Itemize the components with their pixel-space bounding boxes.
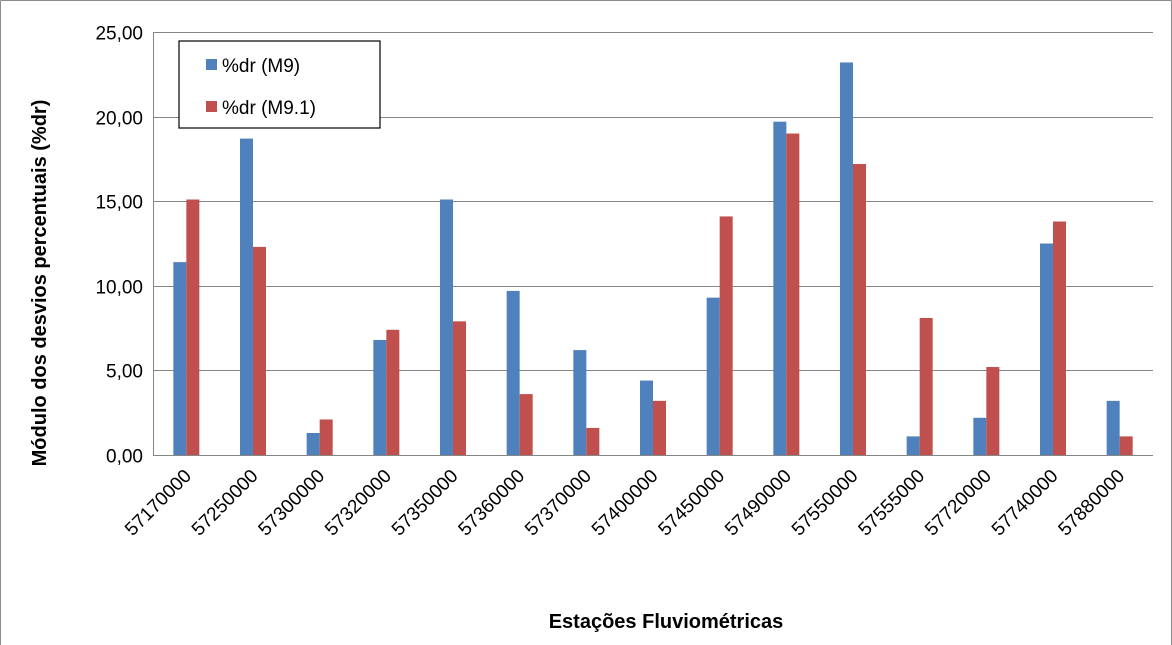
x-tick-label: 57370000 [521, 466, 596, 541]
y-tick-label: 10,00 [95, 278, 143, 299]
bar-m9-1-57400000 [653, 400, 666, 455]
x-tick-label: 57550000 [788, 466, 863, 541]
bar-m9-1-57320000 [386, 329, 400, 455]
bar-m9-57370000 [573, 350, 587, 455]
x-tick-label: 57555000 [855, 466, 930, 541]
bar-m9-1-57450000 [719, 216, 733, 455]
x-tick-label: 57350000 [388, 466, 463, 541]
bar-m9-57880000 [1106, 400, 1120, 455]
bar-m9-57170000 [173, 262, 187, 455]
y-tick-label: 0,00 [106, 447, 143, 468]
bar-m9-1-57740000 [1053, 221, 1066, 455]
bar-m9-1-57370000 [586, 427, 600, 455]
bars [153, 62, 1153, 456]
bar-m9-1-57170000 [186, 199, 200, 455]
x-tick-label: 57320000 [321, 466, 396, 541]
bar-m9-57320000 [373, 339, 387, 455]
x-tick-label: 57250000 [188, 466, 263, 541]
y-tick-label: 25,00 [95, 24, 143, 45]
bar-m9-1-57490000 [786, 133, 800, 455]
x-tick-label: 57490000 [721, 466, 796, 541]
x-tick-label: 57400000 [588, 466, 663, 541]
legend-swatch-m9 [206, 59, 217, 70]
x-tick-label: 57880000 [1055, 466, 1130, 541]
bar-m9-1-57720000 [986, 367, 1000, 455]
y-tick-label: 5,00 [106, 362, 143, 383]
y-axis-title: Módulo dos desvios percentuais (%dr) [29, 100, 51, 467]
legend-box [178, 40, 381, 129]
x-tick-labels: 5717000057250000573000005732000057350000… [121, 466, 1129, 541]
bar-m9-57490000 [773, 121, 787, 456]
bar-m9-57555000 [906, 436, 920, 455]
bar-m9-1-57880000 [1119, 436, 1133, 455]
x-tick-label: 57450000 [655, 466, 730, 541]
bar-m9-57350000 [440, 199, 453, 455]
y-tick-label: 20,00 [95, 109, 143, 130]
y-tick-labels: 0,00 5,00 10,00 15,00 20,00 25,00 [95, 24, 143, 468]
bar-m9-1-57550000 [853, 163, 866, 455]
bar-m9-57400000 [640, 380, 653, 455]
bar-m9-57550000 [840, 62, 853, 456]
x-tick-label: 57300000 [255, 466, 330, 541]
x-axis-title: Estações Fluviométricas [549, 611, 784, 633]
bar-m9-57250000 [240, 138, 253, 455]
bar-m9-1-57300000 [319, 419, 333, 455]
legend-label-m9-1: %dr (M9.1) [222, 98, 316, 119]
bar-m9-57450000 [706, 297, 720, 455]
bar-m9-1-57360000 [519, 394, 533, 455]
bar-m9-1-57350000 [453, 321, 466, 455]
x-tick-label: 57170000 [121, 466, 196, 541]
bar-m9-57300000 [306, 433, 320, 455]
bar-m9-57360000 [506, 290, 520, 455]
bar-m9-1-57250000 [253, 246, 266, 455]
x-tick-label: 57740000 [988, 466, 1063, 541]
x-tick-label: 57720000 [921, 466, 996, 541]
bar-m9-57740000 [1040, 243, 1053, 455]
bar-m9-57720000 [973, 417, 987, 455]
bar-m9-1-57555000 [919, 317, 933, 455]
legend-label-m9: %dr (M9) [222, 56, 300, 77]
y-tick-label: 15,00 [95, 193, 143, 214]
x-tick-label: 57360000 [455, 466, 530, 541]
legend: %dr (M9) %dr (M9.1) [178, 40, 381, 129]
legend-swatch-m9-1 [206, 101, 217, 112]
